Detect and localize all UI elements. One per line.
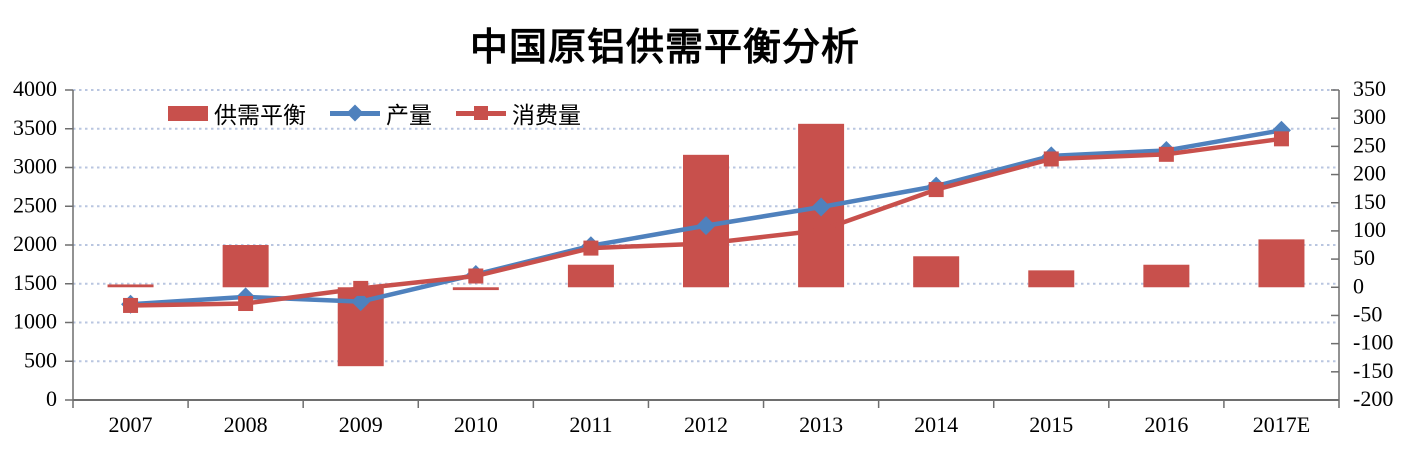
- balance-bar-2011: [567, 264, 614, 288]
- consumption-marker-2009: [353, 280, 369, 296]
- consumption-marker-2016: [1158, 146, 1174, 162]
- x-tick-label: 2014: [914, 412, 958, 437]
- legend-item-consumption: 消费量: [456, 96, 581, 130]
- x-tick-label: 2017E: [1253, 412, 1310, 437]
- x-tick-label: 2007: [109, 412, 153, 437]
- legend-label-production: 产量: [386, 102, 432, 128]
- legend-swatch-bar-icon: [168, 105, 208, 121]
- balance-bar-2017E: [1258, 239, 1305, 288]
- x-tick-label: 2015: [1029, 412, 1073, 437]
- legend-item-balance: 供需平衡: [168, 96, 306, 130]
- y-right-tick-label: 100: [1353, 217, 1386, 242]
- y-left-tick-label: 4000: [13, 76, 57, 101]
- balance-bar-2016: [1143, 264, 1190, 288]
- legend-label-balance: 供需平衡: [214, 102, 306, 128]
- consumption-marker-2013: [813, 222, 829, 238]
- legend-swatch-square-line-icon: [456, 106, 506, 120]
- production-marker-2013: [811, 197, 831, 217]
- y-right-tick-label: 250: [1353, 132, 1386, 157]
- y-right-tick-label: -100: [1353, 330, 1393, 355]
- consumption-marker-2015: [1043, 151, 1059, 167]
- consumption-marker-2011: [583, 240, 599, 256]
- balance-bar-2015: [1028, 270, 1075, 288]
- y-right-tick-label: 200: [1353, 161, 1386, 186]
- y-left-tick-label: 1000: [13, 309, 57, 334]
- consumption-marker-2017E: [1273, 131, 1289, 147]
- consumption-marker-2010: [468, 268, 484, 284]
- y-right-tick-label: 0: [1353, 273, 1364, 298]
- x-tick-label: 2011: [569, 412, 612, 437]
- y-right-tick-label: 300: [1353, 104, 1386, 129]
- y-left-tick-label: 2500: [13, 192, 57, 217]
- consumption-marker-2007: [123, 297, 139, 313]
- y-left-tick-label: 2000: [13, 231, 57, 256]
- x-tick-label: 2016: [1144, 412, 1188, 437]
- legend-item-production: 产量: [330, 96, 432, 130]
- y-right-tick-label: -150: [1353, 358, 1393, 383]
- x-tick-label: 2012: [684, 412, 728, 437]
- x-tick-label: 2010: [454, 412, 498, 437]
- y-right-tick-label: -50: [1353, 302, 1382, 327]
- x-tick-label: 2009: [339, 412, 383, 437]
- balance-bar-2010: [452, 287, 499, 291]
- y-right-tick-label: 350: [1353, 76, 1386, 101]
- y-left-tick-label: 500: [24, 347, 57, 372]
- legend: 供需平衡 产量 消费量: [168, 96, 581, 130]
- y-left-tick-label: 3500: [13, 115, 57, 140]
- legend-label-consumption: 消费量: [512, 102, 581, 128]
- y-left-tick-label: 1500: [13, 270, 57, 295]
- consumption-marker-2008: [238, 296, 254, 312]
- y-left-tick-label: 3000: [13, 154, 57, 179]
- consumption-marker-2012: [698, 235, 714, 251]
- y-right-tick-label: 150: [1353, 189, 1386, 214]
- balance-bar-2007: [107, 284, 154, 288]
- production-marker-2012: [696, 216, 716, 236]
- legend-swatch-diamond-line-icon: [330, 104, 380, 122]
- balance-bar-2008: [222, 245, 269, 288]
- y-left-tick-label: 0: [46, 386, 57, 411]
- consumption-marker-2014: [928, 182, 944, 198]
- x-tick-label: 2008: [224, 412, 268, 437]
- chart-title: 中国原铝供需平衡分析: [469, 27, 860, 69]
- balance-bar-2014: [913, 256, 960, 288]
- production-marker-2009: [351, 292, 371, 312]
- x-tick-label: 2013: [799, 412, 843, 437]
- y-right-tick-label: 50: [1353, 245, 1375, 270]
- y-right-tick-label: -200: [1353, 386, 1393, 411]
